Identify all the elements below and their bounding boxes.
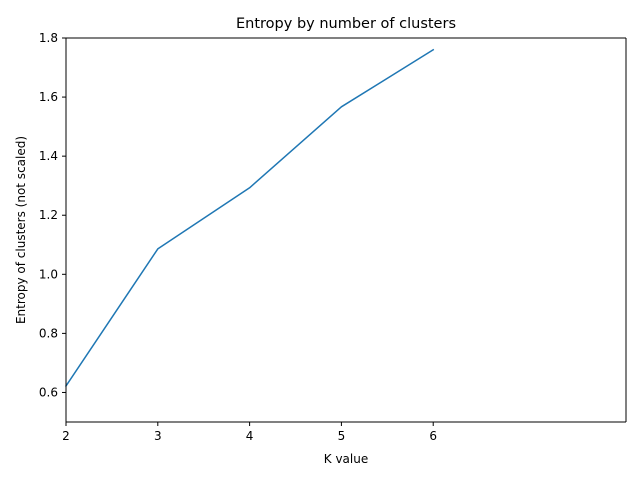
- y-tick-label: 1.6: [39, 90, 58, 104]
- y-axis-label: Entropy of clusters (not scaled): [14, 136, 28, 324]
- x-tick-label: 3: [154, 429, 162, 443]
- plot-area: [66, 38, 626, 422]
- axes-frame: [65, 37, 627, 423]
- x-tick-label: 6: [429, 429, 437, 443]
- chart-title: Entropy by number of clusters: [236, 16, 456, 32]
- y-tick-label: 1.4: [39, 149, 58, 163]
- y-tick-label: 1.0: [39, 267, 58, 281]
- y-tick-label: 1.2: [39, 208, 58, 222]
- x-axis-label: K value: [324, 452, 368, 466]
- y-tick-label: 0.8: [39, 326, 58, 340]
- y-tick-label: 1.8: [39, 31, 58, 45]
- x-ticks: 2 3 4 5 6: [62, 422, 437, 443]
- x-tick-label: 4: [246, 429, 254, 443]
- y-tick-label: 0.6: [39, 385, 58, 399]
- y-ticks: 0.6 0.8 1.0 1.2 1.4 1.6 1.8: [39, 31, 66, 399]
- x-tick-label: 5: [338, 429, 346, 443]
- x-tick-label: 2: [62, 429, 70, 443]
